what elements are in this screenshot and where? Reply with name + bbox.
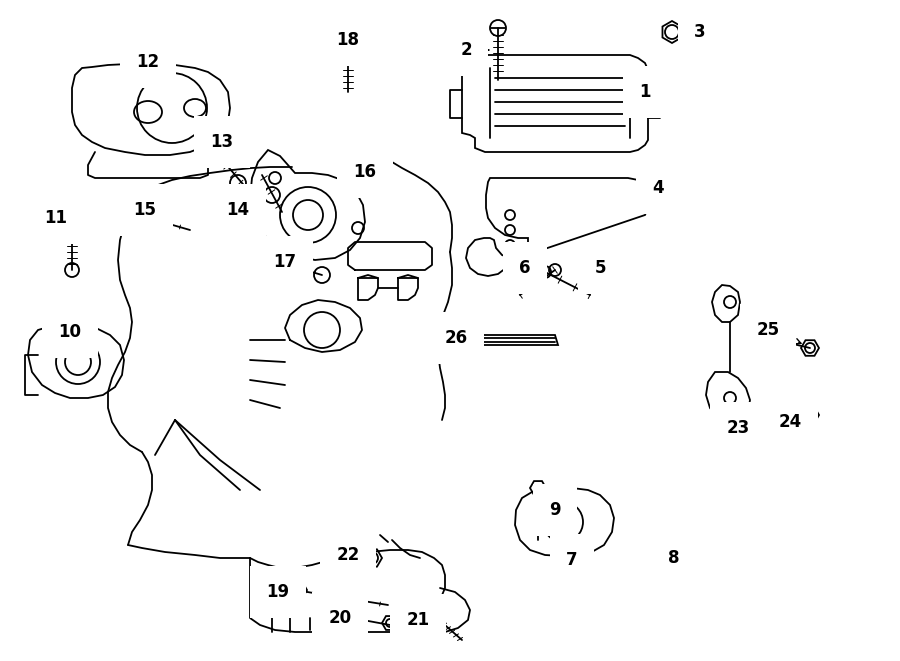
Text: 25: 25 [756, 321, 801, 344]
Text: 16: 16 [353, 163, 376, 185]
Text: 5: 5 [585, 259, 606, 280]
Text: 8: 8 [668, 549, 680, 567]
Text: 11: 11 [44, 209, 68, 227]
Text: 22: 22 [337, 546, 360, 564]
Text: 24: 24 [778, 413, 804, 431]
Text: 18: 18 [337, 31, 359, 49]
Text: 17: 17 [274, 253, 297, 271]
Text: 3: 3 [688, 23, 706, 41]
Text: 6: 6 [519, 259, 533, 278]
Text: 21: 21 [407, 611, 429, 629]
Text: 14: 14 [227, 201, 249, 219]
Text: 7: 7 [565, 551, 578, 569]
Text: 10: 10 [58, 323, 86, 342]
Text: 12: 12 [137, 53, 159, 71]
Text: 23: 23 [726, 419, 750, 437]
Text: 26: 26 [445, 329, 468, 347]
Text: 1: 1 [634, 83, 651, 101]
Text: 15: 15 [133, 201, 157, 219]
Text: 2: 2 [460, 41, 489, 59]
Text: 19: 19 [266, 583, 291, 601]
Text: 13: 13 [211, 133, 234, 154]
Text: 4: 4 [644, 179, 664, 202]
Text: 9: 9 [548, 501, 561, 519]
Text: 20: 20 [328, 609, 354, 627]
